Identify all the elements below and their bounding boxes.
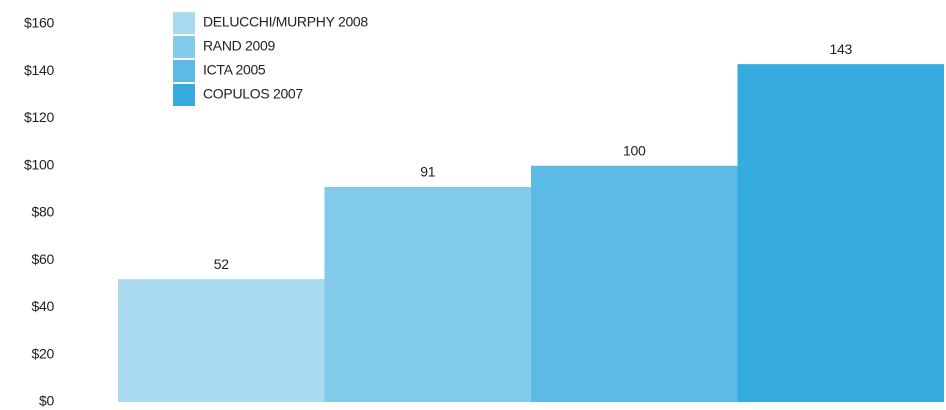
y-tick-label: $80 (32, 204, 55, 220)
legend-swatch (173, 60, 195, 82)
data-label: 143 (830, 41, 853, 57)
legend-swatch (173, 12, 195, 34)
legend-swatch (173, 84, 195, 106)
y-tick-label: $0 (39, 393, 54, 409)
y-tick-label: $60 (32, 251, 55, 267)
bar (737, 64, 944, 402)
bar (324, 187, 531, 402)
bar (531, 165, 738, 402)
legend-label: ICTA 2005 (203, 62, 266, 78)
y-tick-label: $140 (24, 62, 54, 78)
y-tick-label: $120 (24, 109, 54, 125)
data-label: 91 (420, 164, 435, 180)
y-tick-label: $20 (32, 345, 55, 361)
y-tick-label: $100 (24, 156, 54, 172)
legend-label: DELUCCHI/MURPHY 2008 (203, 14, 368, 30)
data-label: 52 (214, 256, 229, 272)
y-tick-label: $160 (24, 15, 54, 31)
y-tick-label: $40 (32, 298, 55, 314)
bar (118, 279, 325, 402)
legend-label: RAND 2009 (203, 38, 276, 54)
legend-swatch (173, 36, 195, 58)
data-label: 100 (623, 142, 646, 158)
legend-label: COPULOS 2007 (203, 86, 303, 102)
